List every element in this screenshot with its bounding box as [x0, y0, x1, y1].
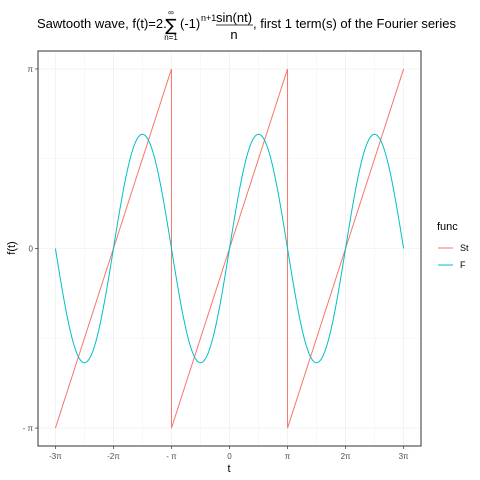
plot-area: -3π -2π - π 0 π 2π 3π - π 0 π: [23, 50, 422, 461]
x-tick-label: - π: [166, 452, 177, 461]
series-line-f: [54, 133, 405, 364]
title-base: (-1): [180, 16, 200, 31]
legend-item-f: F: [438, 260, 466, 270]
title-sum-upper: ∞: [168, 8, 174, 17]
legend-item-st: St: [438, 243, 469, 253]
x-tick-label: 3π: [399, 452, 409, 461]
title-suffix: , first 1 term(s) of the Fourier series: [253, 16, 456, 31]
legend-title: func: [437, 221, 458, 233]
x-tick-label: 2π: [341, 452, 351, 461]
legend: func St F: [437, 221, 469, 270]
x-tick-label: π: [285, 452, 291, 461]
title-exponent: n+1: [201, 13, 216, 23]
x-axis-label: t: [227, 463, 230, 475]
title-sum-lower: n=1: [164, 33, 178, 42]
y-axis-label: f(t): [6, 241, 18, 254]
title-prefix: Sawtooth wave, f(t)=2.: [37, 16, 167, 31]
x-tick-label: 0: [227, 452, 232, 461]
y-tick-label: π: [27, 65, 33, 74]
legend-label-f: F: [460, 260, 466, 270]
legend-label-st: St: [460, 243, 469, 253]
x-tick-label: -2π: [107, 452, 120, 461]
y-tick-label: 0: [29, 245, 34, 254]
title-sum-symbol: ∑: [165, 16, 177, 36]
title-denominator: n: [230, 27, 237, 42]
title-numerator: sin(nt): [216, 10, 252, 25]
x-tick-label: -3π: [49, 452, 62, 461]
y-tick-label: - π: [23, 424, 34, 433]
chart-title: Sawtooth wave, f(t)=2. ∞ ∑ n=1 (-1) n+1 …: [37, 8, 456, 42]
